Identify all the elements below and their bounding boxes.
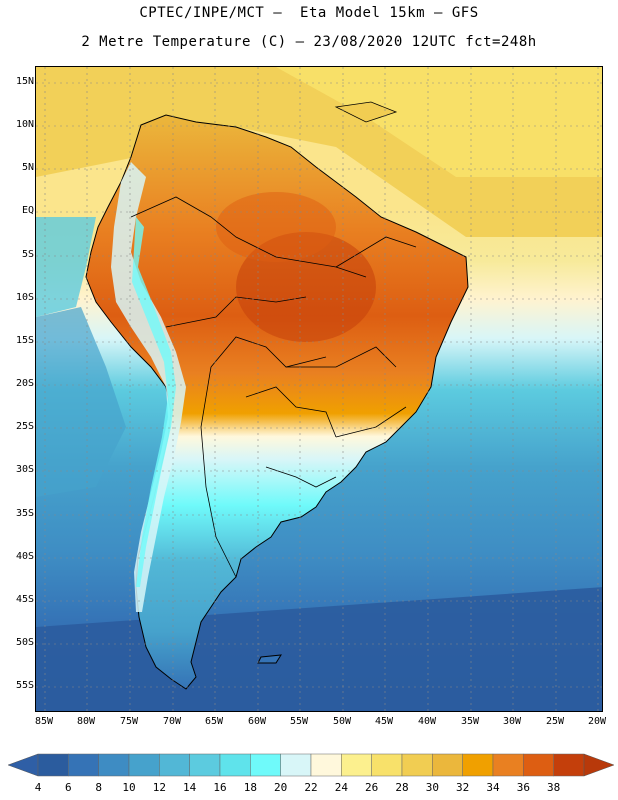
colorbar-label: 14 — [183, 781, 197, 794]
colorbar-cell — [371, 753, 403, 777]
colorbar-label: 26 — [365, 781, 379, 794]
colorbar-label: 18 — [243, 781, 257, 794]
colorbar-label: 16 — [213, 781, 227, 794]
colorbar-cell — [310, 753, 342, 777]
colorbar-cell — [401, 753, 433, 777]
lon-label: 55W — [289, 716, 309, 727]
colorbar-cell — [280, 753, 312, 777]
lon-label: 85W — [34, 716, 54, 727]
lon-label: 45W — [374, 716, 394, 727]
lat-label: EQ — [21, 205, 34, 216]
colorbar-label: 22 — [304, 781, 318, 794]
colorbar-label: 32 — [456, 781, 470, 794]
colorbar-label: 36 — [516, 781, 530, 794]
lat-label: 10N — [15, 119, 34, 130]
colorbar-label: 28 — [395, 781, 409, 794]
lon-label: 20W — [587, 716, 607, 727]
lon-label: 25W — [545, 716, 565, 727]
colorbar-cell — [68, 753, 99, 777]
map-title: CPTEC/INPE/MCT – Eta Model 15km – GFS — [139, 5, 479, 21]
colorbar-label: 12 — [152, 781, 166, 794]
colorbar-label: 4 — [34, 781, 42, 794]
lat-label: 15N — [15, 76, 34, 87]
colorbar-cell — [250, 753, 281, 777]
colorbar-cell — [159, 753, 190, 777]
lon-label: 35W — [460, 716, 480, 727]
map-canvas — [36, 67, 602, 711]
colorbar-cell — [128, 753, 160, 777]
lat-label: 15S — [15, 335, 34, 346]
colorbar-cell — [37, 753, 69, 777]
andes-cold-stripe — [111, 162, 186, 612]
lat-label: 10S — [15, 292, 34, 303]
lat-label: 25S — [15, 421, 34, 432]
lat-label: 5N — [21, 162, 34, 173]
colorbar-cell — [341, 753, 372, 777]
lon-label: 60W — [247, 716, 267, 727]
colorbar-label: 38 — [547, 781, 561, 794]
hot-core-north — [216, 192, 336, 262]
lon-label: 30W — [502, 716, 522, 727]
colorbar-cell — [219, 753, 251, 777]
lat-label: 55S — [15, 680, 34, 691]
lat-label: 35S — [15, 508, 34, 519]
colorbar-label: 24 — [334, 781, 348, 794]
lat-label: 50S — [15, 637, 34, 648]
lat-label: 45S — [15, 594, 34, 605]
temperature-map[interactable] — [35, 66, 603, 712]
colorbar-over-arrow — [583, 753, 615, 777]
country-borders — [130, 196, 417, 578]
lat-label: 30S — [15, 464, 34, 475]
lat-label: 20S — [15, 378, 34, 389]
colorbar-cell — [523, 753, 554, 777]
lon-label: 40W — [417, 716, 437, 727]
andes-peaks — [132, 217, 176, 587]
colorbar-cell — [462, 753, 494, 777]
colorbar-cell — [189, 753, 221, 777]
lat-label: 5S — [21, 249, 34, 260]
graticule — [36, 67, 602, 711]
colorbar-cells — [37, 753, 585, 777]
colorbar-label: 8 — [95, 781, 102, 794]
lat-label: 40S — [15, 551, 34, 562]
lon-label: 75W — [119, 716, 139, 727]
colorbar-cell — [432, 753, 463, 777]
colorbar-cell — [98, 753, 130, 777]
colorbar-label: 34 — [486, 781, 500, 794]
lon-label: 50W — [332, 716, 352, 727]
pacific-coast-band — [36, 307, 126, 497]
lon-label: 80W — [76, 716, 96, 727]
colorbar-label: 20 — [274, 781, 288, 794]
north-atlantic-band — [276, 67, 602, 177]
falkland-islands — [257, 654, 282, 664]
lon-label: 65W — [204, 716, 224, 727]
colorbar-cell — [553, 753, 585, 777]
caribbean-islands — [334, 101, 398, 123]
colorbar-cell — [492, 753, 524, 777]
pacific-cool-band — [36, 217, 96, 317]
colorbar-under-arrow — [7, 753, 39, 777]
map-subtitle: 2 Metre Temperature (C) – 23/08/2020 12U… — [81, 34, 537, 50]
colorbar-label: 6 — [65, 781, 72, 794]
colorbar-label: 10 — [122, 781, 136, 794]
colorbar-label: 30 — [425, 781, 439, 794]
lon-label: 70W — [162, 716, 182, 727]
colorbar — [7, 753, 615, 777]
